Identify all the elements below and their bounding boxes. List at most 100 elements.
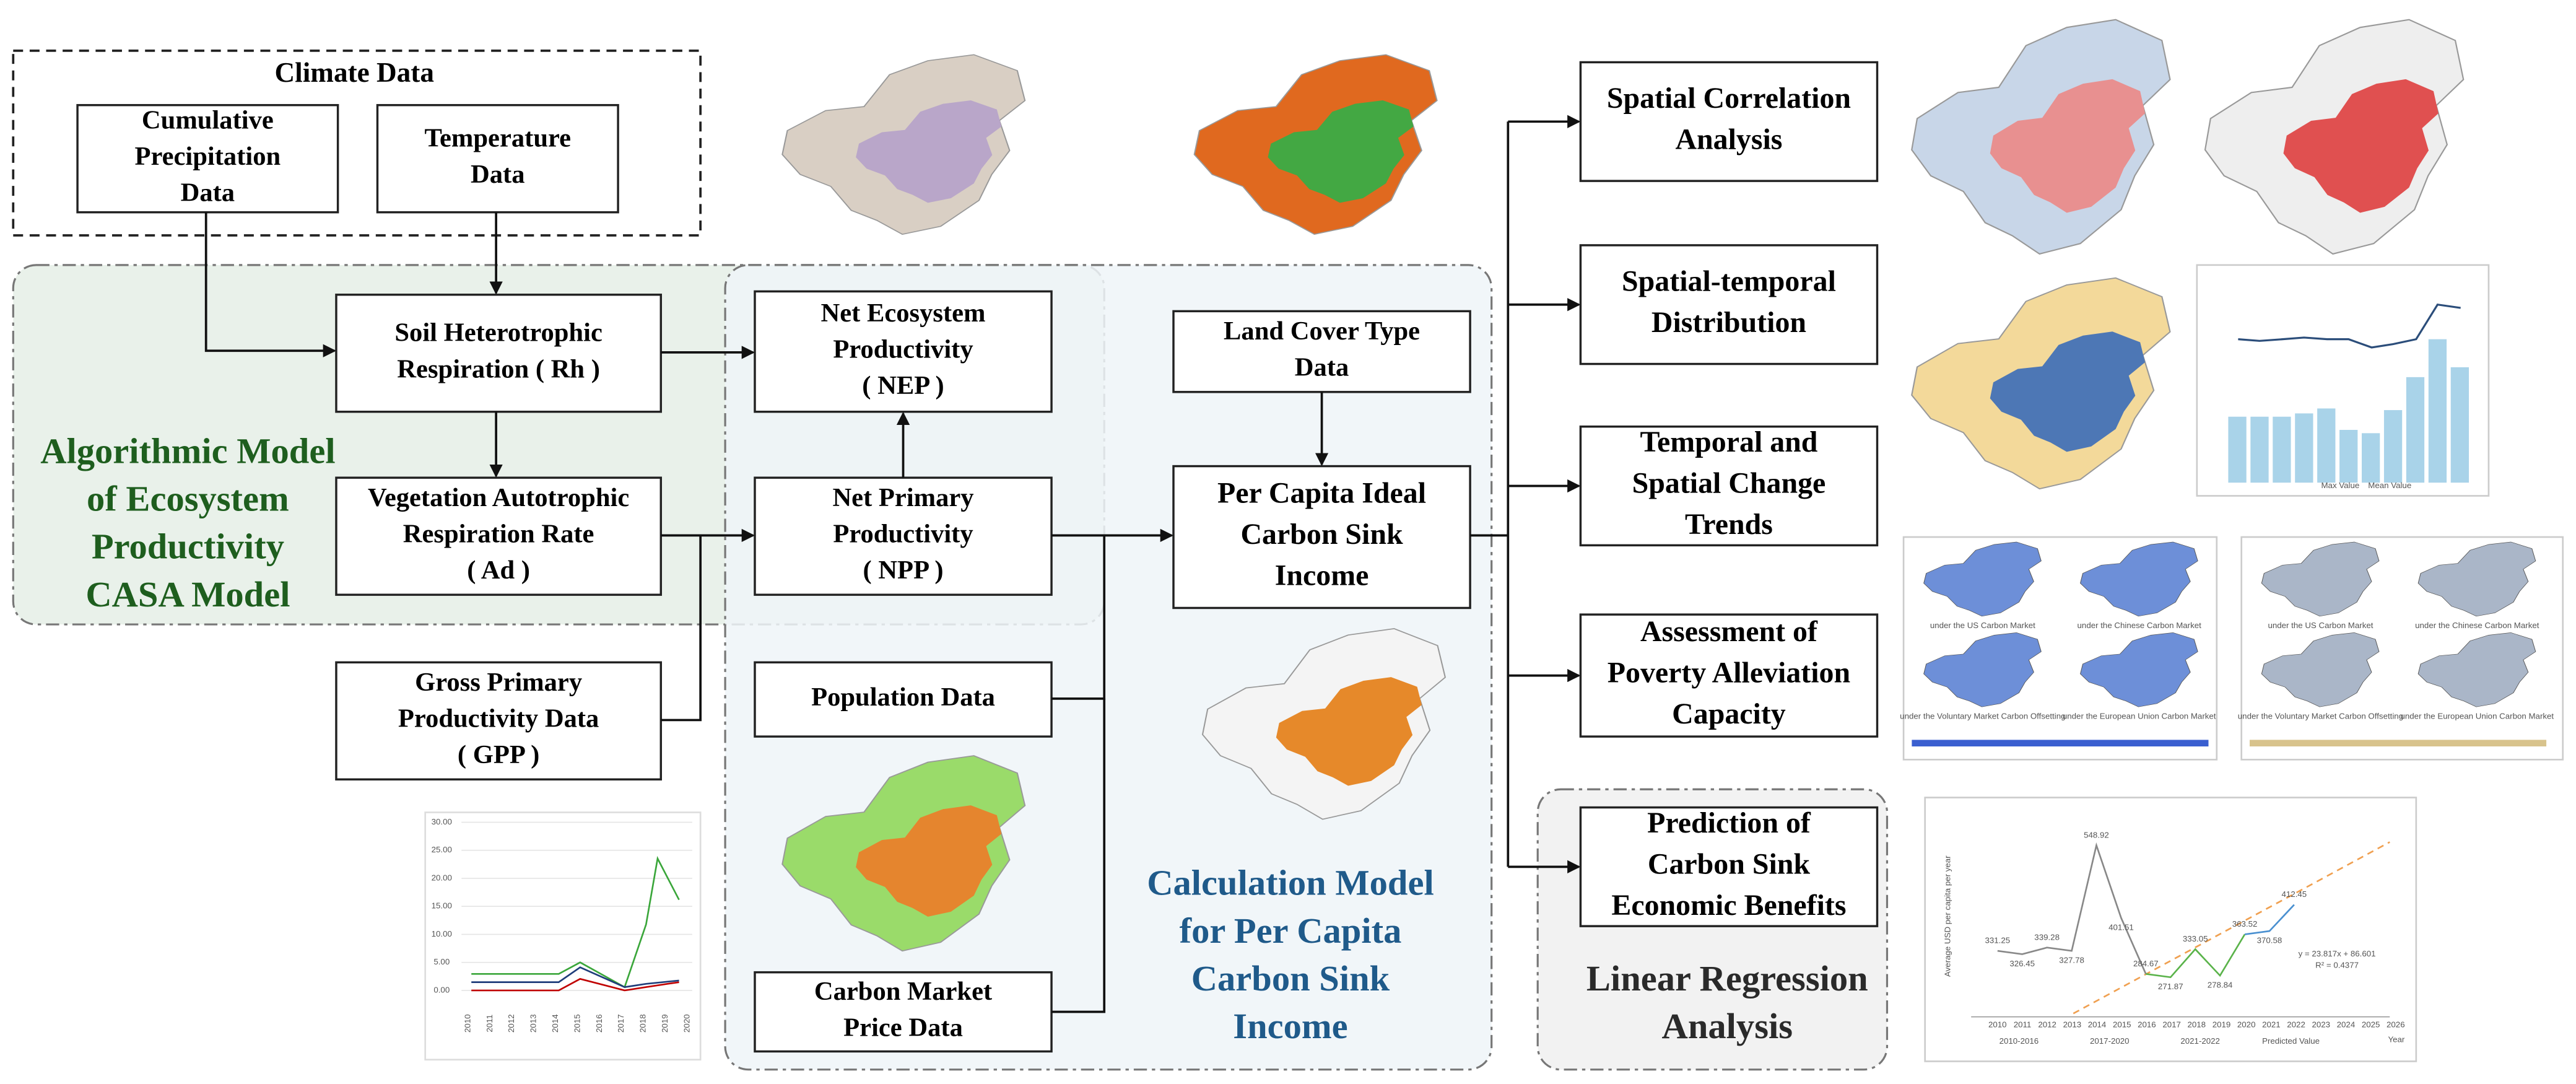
legend-label: 2021-2022 bbox=[2180, 1036, 2220, 1046]
x-tick-label: 2022 bbox=[2287, 1020, 2305, 1029]
x-tick-label: 2023 bbox=[2312, 1020, 2330, 1029]
node-label: Vegetation Autotrophic bbox=[368, 483, 629, 512]
bar-image bbox=[2383, 410, 2403, 483]
legend-label: 2010-2016 bbox=[1999, 1036, 2039, 1046]
x-tick-label: 2021 bbox=[2262, 1020, 2281, 1029]
point-label: 370.58 bbox=[2257, 936, 2282, 945]
node-label: Carbon Market bbox=[814, 977, 992, 1006]
node-label: Capacity bbox=[1672, 697, 1786, 730]
point-label: 331.25 bbox=[1985, 936, 2010, 945]
x-tick-label: 2014 bbox=[550, 1014, 560, 1033]
region-label: Productivity bbox=[92, 527, 284, 567]
region-label: Carbon Sink bbox=[1191, 958, 1390, 999]
x-tick-label: 2016 bbox=[594, 1014, 604, 1033]
climate-title: Climate Data bbox=[274, 57, 434, 88]
node-label: Soil Heterotrophic bbox=[394, 318, 602, 347]
connectors bbox=[204, 115, 1581, 1013]
node-label: Respiration Rate bbox=[403, 519, 594, 548]
node-label: Income bbox=[1275, 559, 1369, 592]
point-label: 333.05 bbox=[2183, 934, 2208, 943]
node-box bbox=[335, 661, 663, 780]
bar-image bbox=[2450, 367, 2469, 483]
line-chart-image bbox=[424, 811, 702, 1061]
node-box bbox=[76, 103, 339, 214]
node-box bbox=[754, 290, 1053, 413]
node-label: Land Cover Type bbox=[1224, 317, 1420, 346]
point-label: 278.84 bbox=[2208, 980, 2233, 989]
regression-chart-image bbox=[1924, 797, 2417, 1062]
x-tick-label: 2025 bbox=[2362, 1020, 2380, 1029]
node-label: ( NPP ) bbox=[863, 556, 943, 585]
x-tick-label: 2011 bbox=[2014, 1020, 2032, 1029]
bar-image bbox=[2317, 408, 2336, 483]
node-label: Poverty Alleviation bbox=[1608, 657, 1850, 689]
node-label: Spatial Change bbox=[1632, 467, 1826, 500]
node-label: Spatial Correlation bbox=[1607, 82, 1851, 115]
x-tick-label: 2018 bbox=[2188, 1020, 2206, 1029]
node-box bbox=[1579, 613, 1879, 738]
point-label: 326.45 bbox=[2009, 959, 2035, 968]
y-tick-label: 20.00 bbox=[432, 873, 452, 882]
x-tick-label: 2012 bbox=[2038, 1020, 2056, 1029]
x-tick-label: 2019 bbox=[660, 1014, 669, 1033]
node-label: Economic Benefits bbox=[1611, 889, 1846, 922]
legend-strip bbox=[2250, 740, 2547, 747]
x-tick-label: 2011 bbox=[485, 1015, 494, 1033]
trend-image bbox=[2073, 841, 2390, 1015]
bar-image bbox=[2250, 416, 2269, 483]
point-label: 339.28 bbox=[2034, 932, 2060, 942]
node-label: Temporal and bbox=[1640, 426, 1817, 458]
node-box bbox=[335, 476, 663, 596]
bar-legend: Max Value bbox=[2321, 481, 2359, 490]
node-box bbox=[376, 103, 619, 214]
x-tick-label: 2020 bbox=[2237, 1020, 2256, 1029]
x-tick-label: 2019 bbox=[2213, 1020, 2231, 1029]
node-label: Carbon Sink bbox=[1240, 518, 1403, 551]
x-tick-label: 2017 bbox=[2162, 1020, 2181, 1029]
legend-strip bbox=[1912, 740, 2209, 747]
x-tick-label: 2018 bbox=[638, 1014, 648, 1033]
legend-label: Predicted Value bbox=[2262, 1036, 2320, 1046]
y-tick-label: 0.00 bbox=[433, 985, 450, 994]
y-tick-label: 5.00 bbox=[433, 957, 450, 966]
region-label: Algorithmic Model bbox=[40, 431, 335, 471]
node-label: Temperature bbox=[425, 124, 572, 153]
node-label: Analysis bbox=[1675, 123, 1782, 156]
node-label: Productivity Data bbox=[398, 704, 599, 733]
region-label: Linear Regression bbox=[1586, 958, 1868, 999]
panel-caption: under the Voluntary Market Carbon Offset… bbox=[1900, 712, 2065, 721]
line-image bbox=[1997, 842, 2147, 974]
node-label: Carbon Sink bbox=[1648, 847, 1811, 880]
x-tick-label: 2015 bbox=[572, 1014, 581, 1033]
point-label: 284.67 bbox=[2133, 959, 2159, 968]
region-label: CASA Model bbox=[85, 574, 290, 614]
node-label: Price Data bbox=[843, 1013, 963, 1042]
y-tick-label: 10.00 bbox=[432, 929, 452, 938]
node-box bbox=[335, 294, 663, 413]
bar-image bbox=[2295, 413, 2313, 483]
node-label: Precipitation bbox=[134, 142, 281, 171]
region-label: Calculation Model bbox=[1147, 863, 1434, 903]
node-label: Net Primary bbox=[832, 483, 973, 512]
region-label: for Per Capita bbox=[1180, 911, 1402, 951]
x-tick-label: 2010 bbox=[1988, 1020, 2007, 1029]
bar-image bbox=[2428, 339, 2447, 483]
node-box bbox=[1579, 806, 1879, 927]
node-label: Respiration ( Rh ) bbox=[397, 354, 600, 383]
node-label: Trends bbox=[1685, 508, 1773, 541]
line-image bbox=[2146, 933, 2246, 979]
node-box bbox=[754, 661, 1053, 738]
line-image bbox=[471, 966, 679, 988]
region-label: Income bbox=[1233, 1006, 1347, 1046]
y-tick-label: 25.00 bbox=[432, 845, 452, 854]
panel-caption: under the European Union Carbon Market bbox=[2063, 712, 2216, 721]
x-tick-label: 2017 bbox=[616, 1014, 625, 1033]
x-tick-label: 2010 bbox=[463, 1014, 472, 1033]
point-label: 327.78 bbox=[2059, 956, 2084, 965]
bar-image bbox=[2339, 430, 2358, 483]
panel-caption: under the Voluntary Market Carbon Offset… bbox=[2238, 712, 2403, 721]
line-image bbox=[471, 977, 679, 992]
point-label: 271.87 bbox=[2158, 982, 2183, 991]
x-tick-label: 2014 bbox=[2088, 1020, 2107, 1029]
